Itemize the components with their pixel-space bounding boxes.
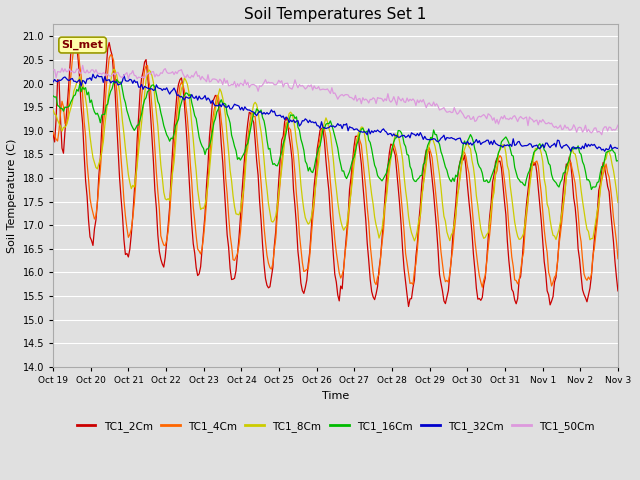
X-axis label: Time: Time bbox=[322, 391, 349, 400]
Text: SI_met: SI_met bbox=[61, 40, 104, 50]
Y-axis label: Soil Temperature (C): Soil Temperature (C) bbox=[7, 139, 17, 253]
Title: Soil Temperatures Set 1: Soil Temperatures Set 1 bbox=[244, 7, 427, 22]
Legend: TC1_2Cm, TC1_4Cm, TC1_8Cm, TC1_16Cm, TC1_32Cm, TC1_50Cm: TC1_2Cm, TC1_4Cm, TC1_8Cm, TC1_16Cm, TC1… bbox=[72, 417, 598, 436]
